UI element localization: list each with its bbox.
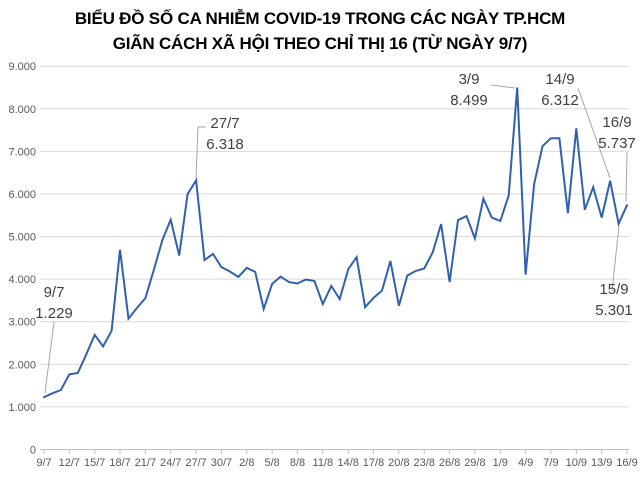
x-axis-label: 17/8 (363, 457, 384, 469)
annotation-leader-line (611, 225, 620, 292)
chart-title-line1: BIỂU ĐỒ SỐ CA NHIỄM COVID-19 TRONG CÁC N… (74, 9, 566, 28)
x-axis-label: 29/8 (464, 457, 485, 469)
x-axis-label: 21/7 (135, 457, 156, 469)
x-axis-label: 26/8 (439, 457, 460, 469)
annotation-date-label: 14/9 (545, 71, 574, 88)
annotation-leader-line (490, 84, 516, 89)
annotation-date-label: 9/7 (44, 284, 65, 301)
y-axis-label: 0 (30, 445, 36, 457)
chart-title: BIỂU ĐỒ SỐ CA NHIỄM COVID-19 TRONG CÁC N… (0, 6, 640, 56)
x-axis-label: 14/8 (337, 457, 358, 469)
annotation-value-label: 6.312 (541, 92, 579, 109)
annotation-leader-line (625, 151, 628, 202)
y-axis-label: 2.000 (8, 359, 36, 371)
y-axis-label: 4.000 (8, 274, 36, 286)
annotation-value-label: 5.301 (595, 302, 633, 319)
x-axis-label: 4/9 (518, 457, 533, 469)
x-axis-label: 7/9 (543, 457, 558, 469)
x-axis-label: 30/7 (211, 457, 232, 469)
annotation-value-label: 1.229 (35, 305, 73, 322)
y-axis-label: 5.000 (8, 232, 36, 244)
annotation-value-label: 6.318 (206, 136, 244, 153)
x-axis-label: 15/7 (84, 457, 105, 469)
x-axis-label: 8/8 (290, 457, 305, 469)
x-axis-label: 13/9 (591, 457, 612, 469)
annotation-date-label: 3/9 (459, 71, 480, 88)
annotation-value-label: 8.499 (450, 92, 488, 109)
annotation-leader-line (577, 87, 611, 179)
x-axis-label: 23/8 (414, 457, 435, 469)
y-axis-label: 1.000 (8, 402, 36, 414)
x-axis-label: 16/9 (616, 457, 637, 469)
x-axis-label: 24/7 (160, 457, 181, 469)
annotation-leader-line (44, 321, 55, 394)
data-line (43, 87, 628, 399)
annotation-date-label: 15/9 (599, 281, 628, 298)
x-axis-label: 2/8 (239, 457, 254, 469)
y-axis-label: 6.000 (8, 189, 36, 201)
annotation-date-label: 16/9 (602, 114, 631, 131)
chart-title-line2: GIÃN CÁCH XÃ HỘI THEO CHỈ THỊ 16 (TỪ NGÀ… (112, 34, 528, 53)
x-axis-label: 1/9 (493, 457, 508, 469)
annotation-date-label: 27/7 (210, 115, 239, 132)
x-axis-label: 9/7 (36, 457, 51, 469)
x-axis-label: 5/8 (264, 457, 279, 469)
annotation-value-label: 5.737 (598, 135, 636, 152)
y-axis-label: 3.000 (8, 317, 36, 329)
x-axis-label: 12/7 (59, 457, 80, 469)
y-axis-label: 9.000 (8, 61, 36, 73)
x-axis-label: 10/9 (566, 457, 587, 469)
annotation-leader-line (195, 126, 206, 179)
y-axis-label: 8.000 (8, 104, 36, 116)
x-axis-label: 18/7 (109, 457, 130, 469)
x-axis-label: 20/8 (388, 457, 409, 469)
y-axis-label: 7.000 (8, 146, 36, 158)
x-axis-label: 11/8 (313, 457, 334, 469)
x-axis-label: 27/7 (185, 457, 206, 469)
